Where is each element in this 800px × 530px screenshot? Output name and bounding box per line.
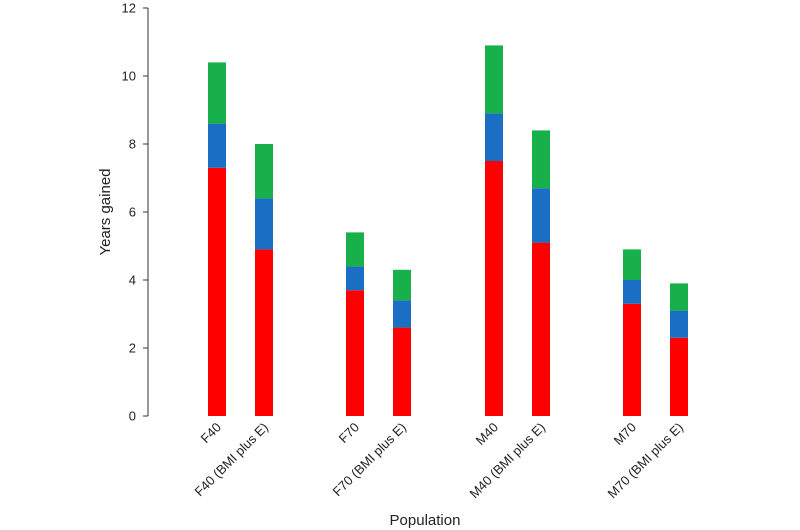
bar-segment-3 <box>532 130 550 189</box>
bar-stack <box>346 232 364 416</box>
bar-stack <box>670 283 688 416</box>
bar-segment-3 <box>485 45 503 114</box>
bar-segment-3 <box>623 249 641 280</box>
bar-segment-1 <box>393 327 411 416</box>
bar-stack <box>485 45 503 416</box>
y-tick-label: 12 <box>122 1 136 16</box>
bar-stack <box>255 144 273 416</box>
bar-stack <box>623 249 641 416</box>
bar-segment-1 <box>208 167 226 416</box>
bar-segment-3 <box>393 269 411 301</box>
bar-segment-2 <box>346 266 364 291</box>
x-tick-label: F40 <box>198 420 224 446</box>
bar-segment-2 <box>208 123 226 168</box>
bars <box>208 45 688 416</box>
bar-segment-3 <box>208 62 226 124</box>
x-axis-title: Population <box>390 512 461 529</box>
y-tick-label: 4 <box>129 273 136 288</box>
bar-segment-1 <box>532 242 550 416</box>
bar-segment-2 <box>393 300 411 328</box>
y-tick-label: 6 <box>129 205 136 220</box>
bar-segment-2 <box>255 198 273 250</box>
bar-segment-3 <box>670 283 688 311</box>
x-tick-label: M70 <box>611 420 639 448</box>
bar-segment-2 <box>532 188 550 243</box>
bar-segment-1 <box>346 290 364 416</box>
x-tick-label: F70 <box>336 420 362 446</box>
y-tick-label: 0 <box>129 409 136 424</box>
bar-segment-1 <box>485 161 503 416</box>
bar-stack <box>393 269 411 416</box>
y-tick-label: 8 <box>129 137 136 152</box>
bar-segment-2 <box>485 113 503 161</box>
bar-segment-3 <box>346 232 364 267</box>
x-tick-label: M40 <box>473 420 501 448</box>
bar-segment-1 <box>623 303 641 416</box>
y-axis: 0 2 4 6 8 10 12 <box>122 1 149 424</box>
bar-segment-3 <box>255 144 273 199</box>
bar-segment-2 <box>623 280 641 304</box>
y-tick-label: 2 <box>129 341 136 356</box>
bar-segment-2 <box>670 310 688 338</box>
y-axis-title: Years gained <box>97 168 114 255</box>
y-tick-label: 10 <box>122 69 136 84</box>
bar-stack <box>208 62 226 416</box>
bar-segment-1 <box>670 337 688 416</box>
bar-segment-1 <box>255 249 273 416</box>
bar-stack <box>532 130 550 416</box>
